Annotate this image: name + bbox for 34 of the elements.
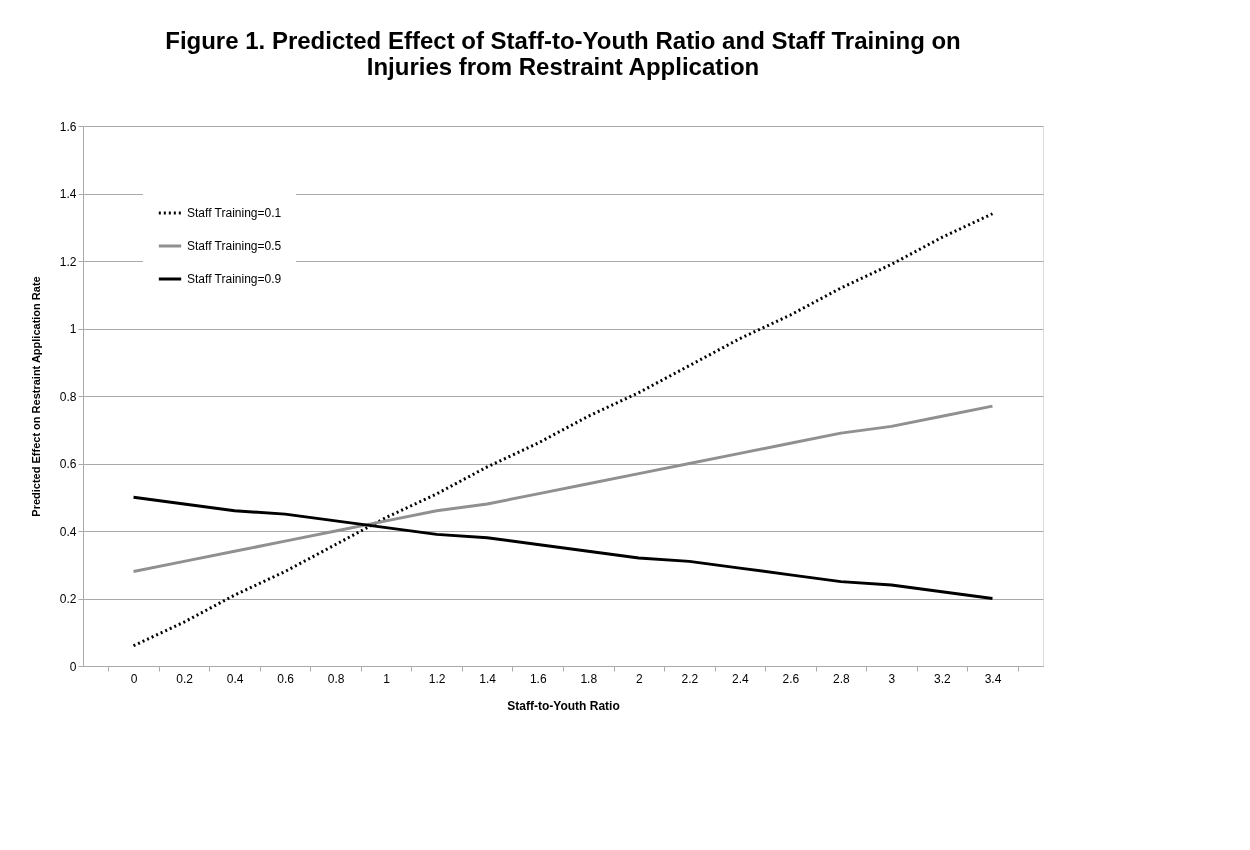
x-tick-label: 0.4 [226, 671, 244, 686]
x-tick-label: 3.2 [934, 671, 952, 686]
x-tick-label: 3.4 [984, 671, 1002, 686]
y-tick-label: 0.6 [59, 457, 77, 471]
x-tick-label: 3 [888, 671, 896, 686]
x-tick-label: 2.2 [681, 671, 699, 686]
x-tick-label: 2.8 [833, 671, 851, 686]
x-tick-label: 2.6 [782, 671, 800, 686]
y-tick-label: 0.8 [59, 389, 77, 404]
y-tick-label: 1.2 [59, 254, 77, 269]
x-tick-label: 0.2 [176, 671, 194, 686]
y-tick-label: 1 [69, 322, 77, 336]
x-axis-title: Staff-to-Youth Ratio [507, 698, 620, 713]
y-tick-label: 1.6 [59, 119, 77, 134]
legend-label: Staff Training=0.5 [187, 239, 282, 253]
x-tick-label: 1.6 [529, 671, 547, 686]
x-tick-label: 1 [383, 671, 391, 686]
y-axis-title: Predicted Effect on Restraint Application Rate [29, 276, 42, 517]
y-tick-label: 0.4 [59, 524, 77, 539]
chart-title: Figure 1. Predicted Effect of Staff-to-Youth Ratio and Staff Training on Injuries from Restraint Application [165, 27, 961, 80]
x-tick-label: 0.8 [327, 671, 345, 686]
legend-label: Staff Training=0.9 [187, 272, 282, 286]
y-tick-label: 1.4 [59, 187, 77, 201]
x-tick-label: 1.2 [428, 671, 446, 686]
x-tick-label: 0 [130, 671, 138, 686]
legend-label: Staff Training=0.1 [187, 206, 282, 220]
x-tick-label: 2.4 [732, 671, 750, 686]
y-tick-label: 0 [69, 659, 77, 674]
x-tick-label: 0.6 [277, 671, 295, 686]
x-tick-label: 1.4 [479, 671, 497, 686]
x-tick-label: 2 [635, 671, 643, 686]
x-tick-label: 1.8 [580, 671, 598, 686]
line-series [132, 404, 994, 573]
y-tick-label: 0.2 [59, 592, 77, 606]
